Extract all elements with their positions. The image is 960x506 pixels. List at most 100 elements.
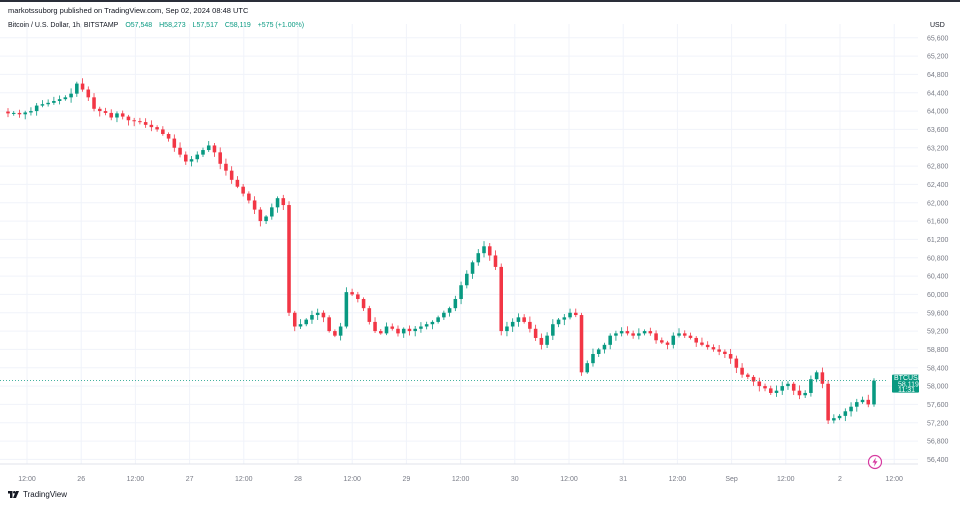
candle-body <box>803 392 807 396</box>
candle-body <box>855 402 859 407</box>
candle-body <box>178 147 182 155</box>
candle-body <box>700 342 704 345</box>
candle-body <box>430 321 435 325</box>
symbol-label[interactable]: Bitcoin / U.S. Dollar, 1h, BITSTAMP <box>8 22 119 29</box>
candle-body <box>866 399 871 405</box>
price-tick-label: 61,200 <box>927 237 949 244</box>
time-tick-label: 12:00 <box>669 476 687 483</box>
candle-body <box>184 154 188 162</box>
time-tick-label: 26 <box>77 476 85 483</box>
candle-body <box>356 294 360 299</box>
candle-body <box>832 418 836 421</box>
candle-body <box>619 331 624 334</box>
candle-body <box>820 372 825 384</box>
candle-body <box>826 383 830 421</box>
price-tick-label: 63,600 <box>927 127 949 134</box>
price-tag-symbol: BTCUSD <box>894 375 923 382</box>
candle-body <box>373 321 377 332</box>
candle-body <box>338 326 343 336</box>
candle-body <box>29 111 33 113</box>
candle-body <box>166 134 171 139</box>
candle-body <box>631 333 635 336</box>
candle-body <box>161 129 165 134</box>
low-value: L57,517 <box>192 22 218 29</box>
time-tick-label: 28 <box>294 476 302 483</box>
price-tick-label: 59,600 <box>927 310 949 317</box>
candle-body <box>797 390 802 396</box>
candle-body <box>97 108 102 112</box>
candle-body <box>476 253 481 263</box>
chart-grid <box>0 24 918 464</box>
candle-body <box>499 266 503 332</box>
top-border <box>0 0 960 2</box>
candle-body <box>46 102 50 105</box>
price-tick-label: 60,800 <box>927 255 949 262</box>
price-tick-label: 57,200 <box>927 420 949 427</box>
price-tick-label: 62,800 <box>927 164 949 171</box>
lightning-icon[interactable] <box>867 454 883 470</box>
candle-body <box>390 326 395 329</box>
candle-body <box>258 209 263 222</box>
candle-body <box>487 246 492 256</box>
candle-body <box>545 335 549 345</box>
candle-body <box>625 331 630 334</box>
candle-body <box>637 333 641 336</box>
publisher-text: markotssuborg published on TradingView.c… <box>8 6 249 15</box>
currency-label[interactable]: USD <box>930 22 945 29</box>
price-tag-countdown: 11:31 <box>898 387 915 394</box>
candle-body <box>201 150 205 155</box>
candle-body <box>768 388 773 393</box>
candle-body <box>579 315 584 373</box>
candle-body <box>34 105 39 112</box>
candle-body <box>459 285 463 299</box>
price-tick-label: 64,800 <box>927 72 949 79</box>
candle-body <box>401 328 406 334</box>
candle-body <box>682 333 687 336</box>
candle-body <box>539 337 544 345</box>
price-tick-label: 60,400 <box>927 274 949 281</box>
candle-body <box>103 111 108 113</box>
candle-body <box>252 200 257 210</box>
candle-body <box>229 170 234 180</box>
candle-body <box>17 112 22 115</box>
candle-body <box>57 99 62 101</box>
price-tick-label: 57,600 <box>927 402 949 409</box>
price-tick-label: 58,800 <box>927 347 949 354</box>
time-tick-label: 12:00 <box>777 476 795 483</box>
candle-body <box>814 372 819 380</box>
candle-body <box>585 363 590 373</box>
candle-body <box>247 193 251 201</box>
candle-body <box>711 347 716 350</box>
candle-body <box>442 312 446 318</box>
candle-body <box>665 342 670 345</box>
candle-body <box>791 383 796 391</box>
candle-body <box>281 198 286 206</box>
candle-body <box>677 333 681 336</box>
candle-body <box>138 121 142 123</box>
price-axis[interactable]: 65,600 65,200 64,800 64,400 64,000 63,600 63,2… <box>927 35 949 464</box>
candle-body <box>11 112 16 114</box>
candle-body <box>132 120 136 122</box>
time-tick-label: 27 <box>186 476 194 483</box>
candle-body <box>292 312 297 327</box>
candle-body <box>723 351 727 354</box>
candle-body <box>837 415 842 419</box>
candle-body <box>705 344 710 348</box>
time-tick-label: 2 <box>838 476 842 483</box>
time-axis[interactable]: 12:00 26 12:00 27 12:00 28 12:00 29 12:00 30 12:00… <box>18 476 903 483</box>
candle-body <box>149 124 154 128</box>
candle-body <box>757 381 762 387</box>
candle-body <box>648 331 653 334</box>
candle-body <box>717 349 721 352</box>
candle-body <box>384 326 389 334</box>
candle-body <box>660 340 664 343</box>
tradingview-watermark[interactable]: TradingView <box>8 490 67 499</box>
price-tick-label: 65,200 <box>927 54 949 61</box>
candle-body <box>654 333 658 341</box>
candle-body <box>746 374 750 377</box>
open-value: O57,548 <box>125 22 153 29</box>
candle-body <box>327 317 331 332</box>
candle-body <box>218 152 222 164</box>
candle-body <box>344 292 349 327</box>
